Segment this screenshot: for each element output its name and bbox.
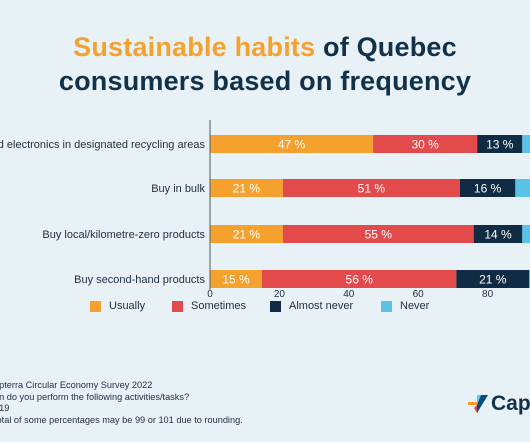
- chart-footer: apterra Circular Economy Survey 2022 en …: [0, 380, 243, 426]
- bar-almost-never-1: [477, 135, 523, 153]
- bar-sometimes-3: [282, 225, 474, 243]
- data-label-sometimes-3: 55 %: [365, 228, 393, 242]
- bar-usually-1: [210, 135, 374, 153]
- bar-usually-4: [210, 270, 263, 288]
- footer-source: apterra Circular Economy Survey 2022: [0, 380, 153, 390]
- legend-label-usually: Usually: [109, 300, 146, 312]
- data-label-usually-3: 21 %: [233, 228, 261, 242]
- capterra-logo-text: Capt: [491, 392, 530, 415]
- data-label-sometimes-4: 56 %: [346, 273, 374, 287]
- legend-swatch-never: [381, 300, 392, 312]
- footer-note: total of some percentages may be 99 or 1…: [0, 414, 243, 425]
- bar-never-3: [522, 225, 530, 243]
- data-label-usually-2: 21 %: [233, 182, 261, 196]
- legend-item-usually: Usually: [90, 300, 145, 312]
- capterra-logo-icon: [468, 395, 488, 413]
- category-label-3: Buy local/kilometre-zero products: [42, 229, 205, 241]
- legend-swatch-sometimes: [172, 300, 183, 312]
- capterra-logo: Capt: [468, 392, 530, 416]
- bar-usually-2: [210, 179, 283, 197]
- bar-almost-never-4: [456, 270, 530, 288]
- x-tick-label-60: 60: [413, 289, 425, 300]
- x-tick-label-80: 80: [482, 289, 494, 300]
- data-label-sometimes-2: 51 %: [358, 182, 386, 196]
- data-label-almost-never-4: 21 %: [479, 273, 507, 287]
- legend-item-sometimes: Sometimes: [172, 300, 246, 312]
- bar-sometimes-1: [373, 135, 478, 153]
- x-tick-label-20: 20: [274, 289, 286, 300]
- x-tick-label-0: 0: [207, 289, 213, 300]
- legend-swatch-usually: [90, 300, 101, 312]
- title-accent: Sustainable habits: [73, 32, 316, 62]
- title-line-1-rest: of Quebec: [315, 32, 457, 62]
- title-line-2: consumers based on frequency: [58, 66, 472, 96]
- category-label-2: Buy in bulk: [151, 183, 205, 195]
- category-label-4: Buy second-hand products: [74, 274, 205, 286]
- bar-almost-never-2: [459, 179, 516, 197]
- bar-never-2: [515, 179, 530, 197]
- stacked-bar-chart: Discard electronics in designated recycl…: [0, 120, 530, 300]
- bar-almost-never-3: [473, 225, 523, 243]
- legend-label-almost-never: Almost never: [289, 300, 354, 312]
- bar-sometimes-4: [262, 270, 457, 288]
- legend-label-sometimes: Sometimes: [191, 300, 247, 312]
- footer-question: en do you perform the following activiti…: [0, 391, 190, 402]
- bar-sometimes-2: [282, 179, 460, 197]
- data-label-almost-never-3: 14 %: [484, 228, 512, 242]
- data-label-sometimes-1: 30 %: [411, 138, 439, 152]
- legend-swatch-almost-never: [270, 300, 281, 312]
- footer-sample: 219: [0, 403, 10, 413]
- category-label-1: Discard electronics in designated recycl…: [0, 139, 205, 151]
- data-label-usually-1: 47 %: [278, 138, 306, 152]
- data-label-almost-never-1: 13 %: [486, 138, 514, 152]
- legend-label-never: Never: [400, 300, 430, 312]
- bar-never-1: [522, 135, 530, 153]
- chart-title: Sustainable habits of Quebec consumers b…: [0, 30, 530, 98]
- legend-item-never: Never: [381, 300, 429, 312]
- title-line-1: Sustainable habits of Quebec: [0, 30, 530, 64]
- data-label-almost-never-2: 16 %: [474, 182, 502, 196]
- bar-usually-3: [210, 225, 283, 243]
- x-tick-label-40: 40: [343, 289, 355, 300]
- data-label-usually-4: 15 %: [222, 273, 250, 287]
- legend-item-almost-never: Almost never: [270, 300, 353, 312]
